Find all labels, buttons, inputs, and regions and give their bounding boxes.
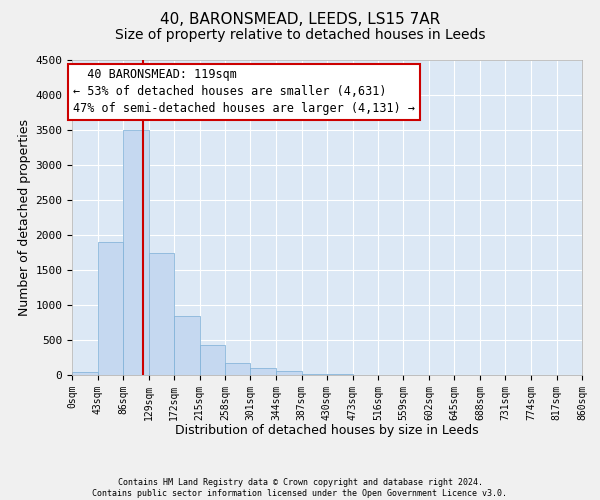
Bar [199, 345, 225, 375]
Bar [251, 368, 276, 375]
Bar [149, 252, 174, 375]
Bar [225, 363, 251, 375]
Bar [97, 242, 123, 375]
X-axis label: Distribution of detached houses by size in Leeds: Distribution of detached houses by size … [175, 424, 479, 437]
Text: Contains HM Land Registry data © Crown copyright and database right 2024.
Contai: Contains HM Land Registry data © Crown c… [92, 478, 508, 498]
Bar [327, 374, 353, 375]
Bar [174, 316, 199, 375]
Text: Size of property relative to detached houses in Leeds: Size of property relative to detached ho… [115, 28, 485, 42]
Y-axis label: Number of detached properties: Number of detached properties [18, 119, 31, 316]
Text: 40, BARONSMEAD, LEEDS, LS15 7AR: 40, BARONSMEAD, LEEDS, LS15 7AR [160, 12, 440, 28]
Text: 40 BARONSMEAD: 119sqm
← 53% of detached houses are smaller (4,631)
47% of semi-d: 40 BARONSMEAD: 119sqm ← 53% of detached … [73, 68, 415, 116]
Bar [276, 371, 302, 375]
Bar [123, 130, 149, 375]
Bar [72, 372, 97, 375]
Bar [302, 374, 327, 375]
